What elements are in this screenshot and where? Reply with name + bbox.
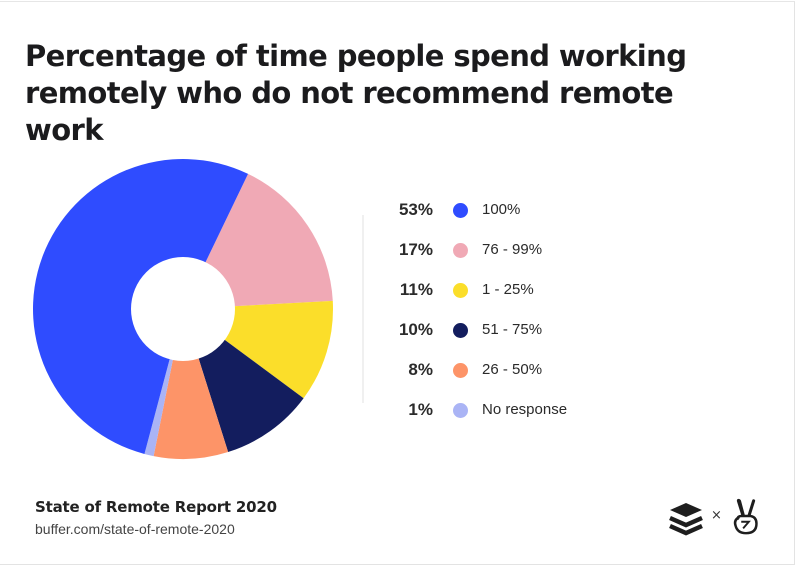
buffer-stack-icon — [669, 503, 703, 536]
legend-label: 76 - 99% — [482, 241, 543, 258]
legend-label: 26 - 50% — [482, 361, 543, 378]
divider — [362, 215, 364, 403]
legend-swatch — [453, 403, 468, 418]
legend-percentage: 10% — [398, 320, 433, 339]
legend-label: 51 - 75% — [482, 321, 543, 338]
report-url: buffer.com/state-of-remote-2020 — [35, 521, 235, 537]
donut-hole — [131, 257, 235, 361]
legend-label: 1 - 25% — [482, 281, 534, 298]
legend-item-76-99: 17% 76 - 99% — [385, 238, 645, 278]
legend-swatch — [453, 283, 468, 298]
legend-item-no-response: 1% No response — [385, 398, 645, 438]
legend-label: 100% — [482, 201, 521, 218]
legend-swatch — [453, 323, 468, 338]
legend-label: No response — [482, 401, 568, 418]
legend-item-100: 53% 100% — [385, 198, 645, 238]
legend: 53% 100% 17% 76 - 99% 11% 1 - 25% 10% 51… — [385, 198, 645, 438]
legend-percentage: 1% — [408, 400, 433, 419]
legend-percentage: 53% — [398, 200, 433, 219]
report-title: State of Remote Report 2020 — [35, 498, 277, 516]
legend-swatch — [453, 363, 468, 378]
legend-swatch — [453, 203, 468, 218]
peace-hand-icon — [733, 498, 758, 535]
legend-item-1-25: 11% 1 - 25% — [385, 278, 645, 318]
legend-percentage: 17% — [398, 240, 433, 259]
chart-title: Percentage of time people spend working … — [25, 39, 687, 147]
legend-item-51-75: 10% 51 - 75% — [385, 318, 645, 358]
legend-percentage: 8% — [408, 360, 433, 379]
pie-slice — [153, 309, 229, 460]
legend-swatch — [453, 243, 468, 258]
times-separator: × — [711, 508, 722, 523]
legend-percentage: 11% — [399, 280, 433, 299]
legend-item-26-50: 8% 26 - 50% — [385, 358, 645, 398]
